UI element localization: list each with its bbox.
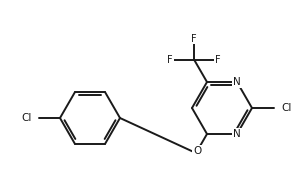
- Text: F: F: [191, 33, 197, 44]
- Text: N: N: [233, 77, 241, 87]
- Text: F: F: [167, 55, 173, 64]
- Text: F: F: [215, 55, 221, 64]
- Text: O: O: [193, 146, 201, 156]
- Text: Cl: Cl: [281, 103, 291, 113]
- Text: N: N: [233, 129, 241, 139]
- Text: Cl: Cl: [22, 113, 32, 123]
